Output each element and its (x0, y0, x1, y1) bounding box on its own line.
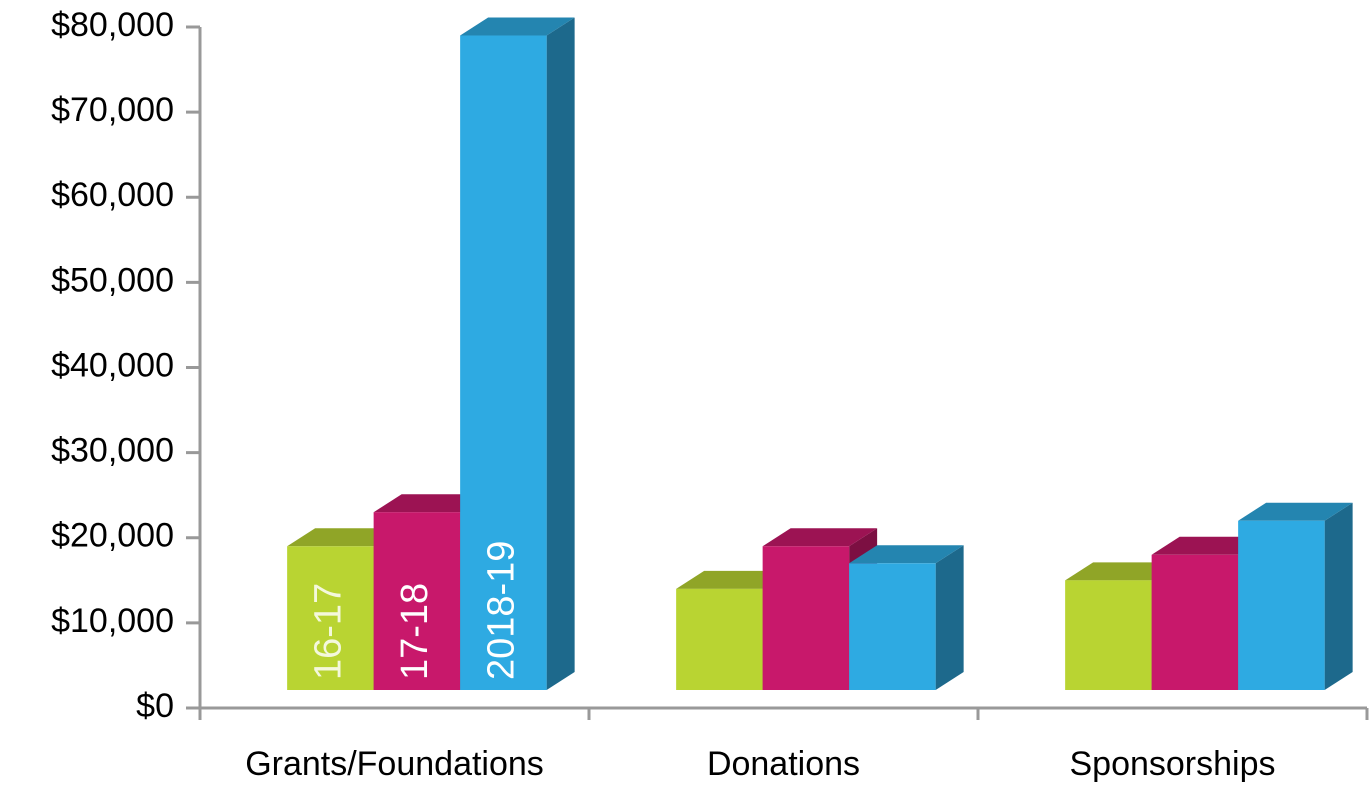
legend-label: 16-17 (307, 583, 349, 680)
bar (1238, 520, 1325, 690)
y-tick-label: $80,000 (51, 6, 174, 44)
y-tick-label: $0 (136, 687, 174, 725)
bar (1151, 554, 1239, 690)
bar-top (287, 528, 402, 547)
y-tick-label: $20,000 (51, 517, 174, 555)
bar-top (849, 545, 964, 564)
bar (460, 35, 547, 690)
bar (287, 546, 374, 690)
bar-side (1324, 502, 1353, 690)
bar-side (546, 17, 575, 690)
bar (373, 512, 461, 690)
bar-top (1065, 562, 1180, 581)
bar-side (935, 545, 964, 690)
bar (849, 563, 936, 690)
x-tick-label: Donations (707, 745, 860, 783)
y-tick-label: $10,000 (51, 602, 174, 640)
bar-top (1151, 536, 1267, 555)
y-tick-label: $50,000 (51, 261, 174, 299)
bar-top (762, 528, 878, 547)
y-tick-label: $30,000 (51, 432, 174, 470)
y-tick-label: $70,000 (51, 91, 174, 129)
y-tick-label: $60,000 (51, 176, 174, 214)
legend-label: 17-18 (394, 583, 436, 680)
x-tick-label: Sponsorships (1069, 745, 1275, 783)
bar-top (460, 17, 575, 36)
y-tick-label: $40,000 (51, 346, 174, 384)
bar (762, 546, 850, 690)
bar (676, 588, 763, 690)
legend-label: 2018-19 (480, 541, 522, 680)
bar-top (676, 570, 791, 589)
bar-top (373, 494, 489, 513)
bar (1065, 580, 1152, 690)
x-tick-label: Grants/Foundations (245, 745, 544, 783)
bar-top (1238, 502, 1353, 521)
